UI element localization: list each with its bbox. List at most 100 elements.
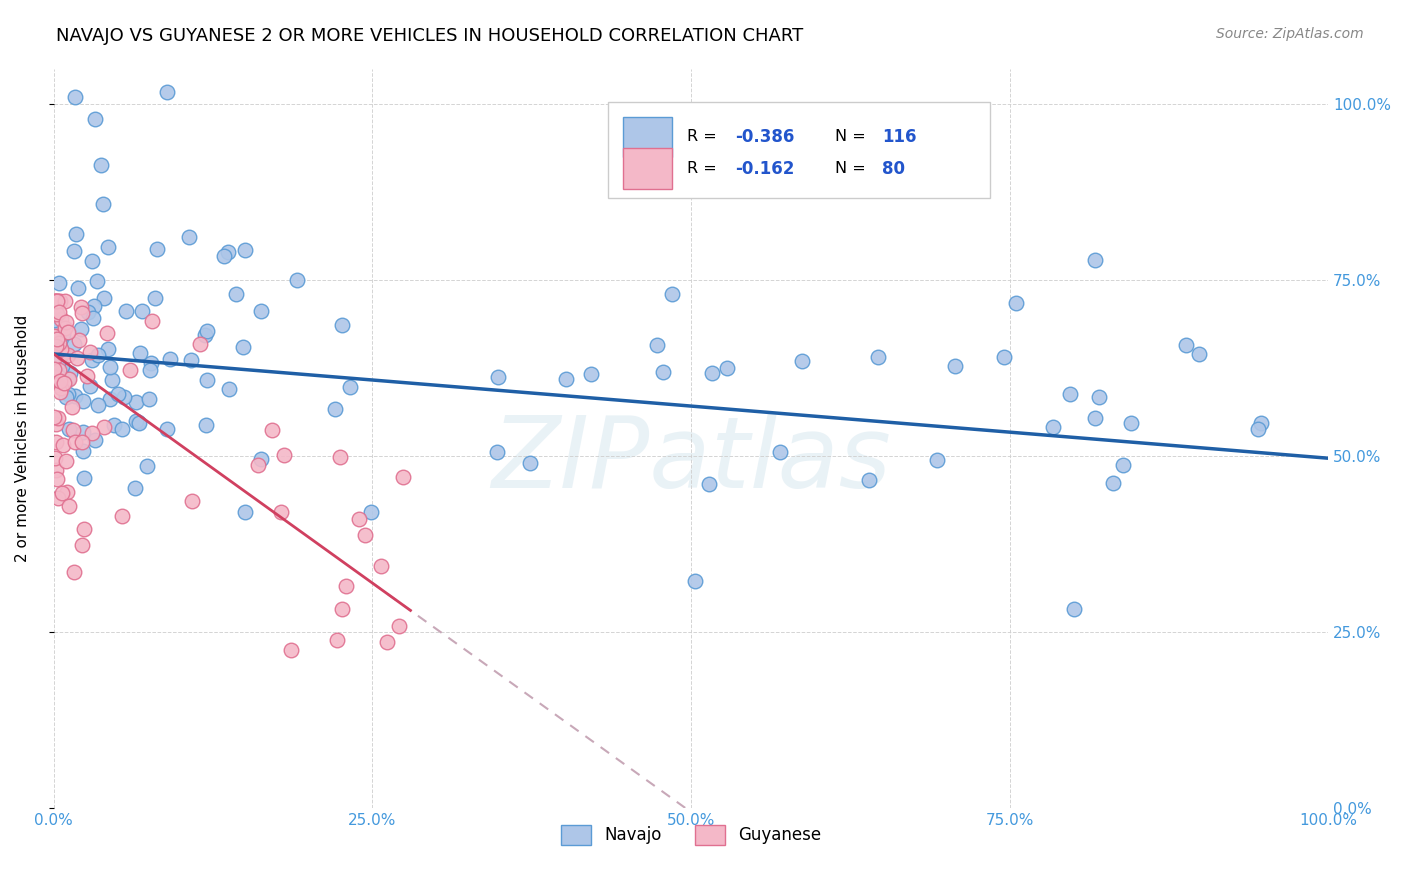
Point: [103, 418, 125, 433]
Point: [652, 365, 675, 379]
Point: [138, 392, 160, 406]
Point: [72, 444, 94, 458]
Point: [44, 323, 66, 337]
Point: [65, 89, 87, 103]
Point: [135, 458, 157, 473]
Point: [48, 375, 70, 389]
Point: [1247, 422, 1270, 436]
Text: NAVAJO VS GUYANESE 2 OR MORE VEHICLES IN HOUSEHOLD CORRELATION CHART: NAVAJO VS GUYANESE 2 OR MORE VEHICLES IN…: [56, 27, 803, 45]
Point: [181, 494, 204, 508]
Point: [44, 362, 66, 376]
Point: [111, 509, 134, 524]
Point: [347, 512, 370, 526]
Point: [52, 346, 75, 360]
Point: [195, 418, 218, 433]
Point: [1250, 417, 1272, 431]
Point: [124, 395, 146, 409]
Point: [179, 230, 201, 244]
Point: [97, 342, 120, 356]
Point: [233, 244, 256, 258]
Point: [335, 578, 357, 592]
Point: [112, 391, 135, 405]
Point: [63, 566, 86, 580]
Point: [45, 472, 67, 486]
Point: [118, 363, 141, 377]
Text: Source: ZipAtlas.com: Source: ZipAtlas.com: [1216, 27, 1364, 41]
Point: [107, 387, 129, 401]
Text: N =: N =: [835, 129, 870, 145]
Point: [70, 322, 93, 336]
Point: [1112, 458, 1135, 472]
Point: [1042, 420, 1064, 434]
Point: [330, 602, 353, 616]
Point: [70, 300, 93, 314]
Point: [63, 434, 86, 449]
Point: [63, 389, 86, 403]
Point: [87, 348, 110, 362]
Point: [45, 417, 67, 432]
Point: [699, 476, 721, 491]
Point: [339, 380, 361, 394]
Point: [45, 349, 67, 363]
Point: [58, 387, 80, 401]
Point: [555, 371, 578, 385]
Point: [84, 112, 107, 126]
Point: [1005, 296, 1028, 310]
Point: [486, 370, 509, 384]
Point: [98, 359, 121, 374]
Point: [72, 394, 94, 409]
Point: [925, 453, 948, 467]
Point: [62, 336, 84, 351]
Text: R =: R =: [688, 129, 721, 145]
Point: [131, 304, 153, 318]
Point: [52, 438, 75, 452]
Point: [58, 372, 80, 386]
Point: [124, 414, 146, 428]
Point: [156, 85, 179, 99]
Point: [83, 433, 105, 447]
Point: [1088, 390, 1111, 404]
Point: [360, 505, 382, 519]
Point: [683, 574, 706, 588]
Point: [51, 359, 73, 374]
Point: [48, 304, 70, 318]
Point: [55, 390, 77, 404]
Point: [66, 351, 89, 365]
Point: [63, 244, 86, 259]
Point: [46, 411, 69, 425]
Point: [52, 376, 75, 391]
Point: [72, 305, 94, 319]
Point: [141, 314, 163, 328]
Point: [143, 291, 166, 305]
Point: [326, 633, 349, 648]
Point: [46, 329, 69, 343]
Point: [993, 350, 1015, 364]
Point: [519, 456, 541, 470]
FancyBboxPatch shape: [623, 148, 672, 189]
Point: [51, 486, 73, 500]
Text: -0.386: -0.386: [735, 128, 794, 146]
Point: [218, 382, 240, 396]
Point: [80, 253, 103, 268]
Point: [48, 335, 70, 350]
Point: [329, 450, 352, 464]
Point: [44, 328, 66, 343]
Point: [46, 294, 69, 309]
Point: [46, 356, 69, 370]
Point: [46, 294, 69, 309]
Point: [249, 452, 271, 467]
Point: [273, 448, 295, 462]
Point: [56, 347, 79, 361]
Point: [56, 484, 79, 499]
Point: [195, 324, 218, 338]
Point: [180, 352, 202, 367]
Legend: Navajo, Guyanese: Navajo, Guyanese: [561, 825, 821, 845]
Point: [375, 635, 398, 649]
Point: [46, 491, 69, 505]
Point: [53, 294, 76, 309]
Point: [82, 311, 104, 326]
Point: [83, 299, 105, 313]
Point: [197, 373, 219, 387]
Point: [67, 333, 90, 347]
Point: [48, 276, 70, 290]
